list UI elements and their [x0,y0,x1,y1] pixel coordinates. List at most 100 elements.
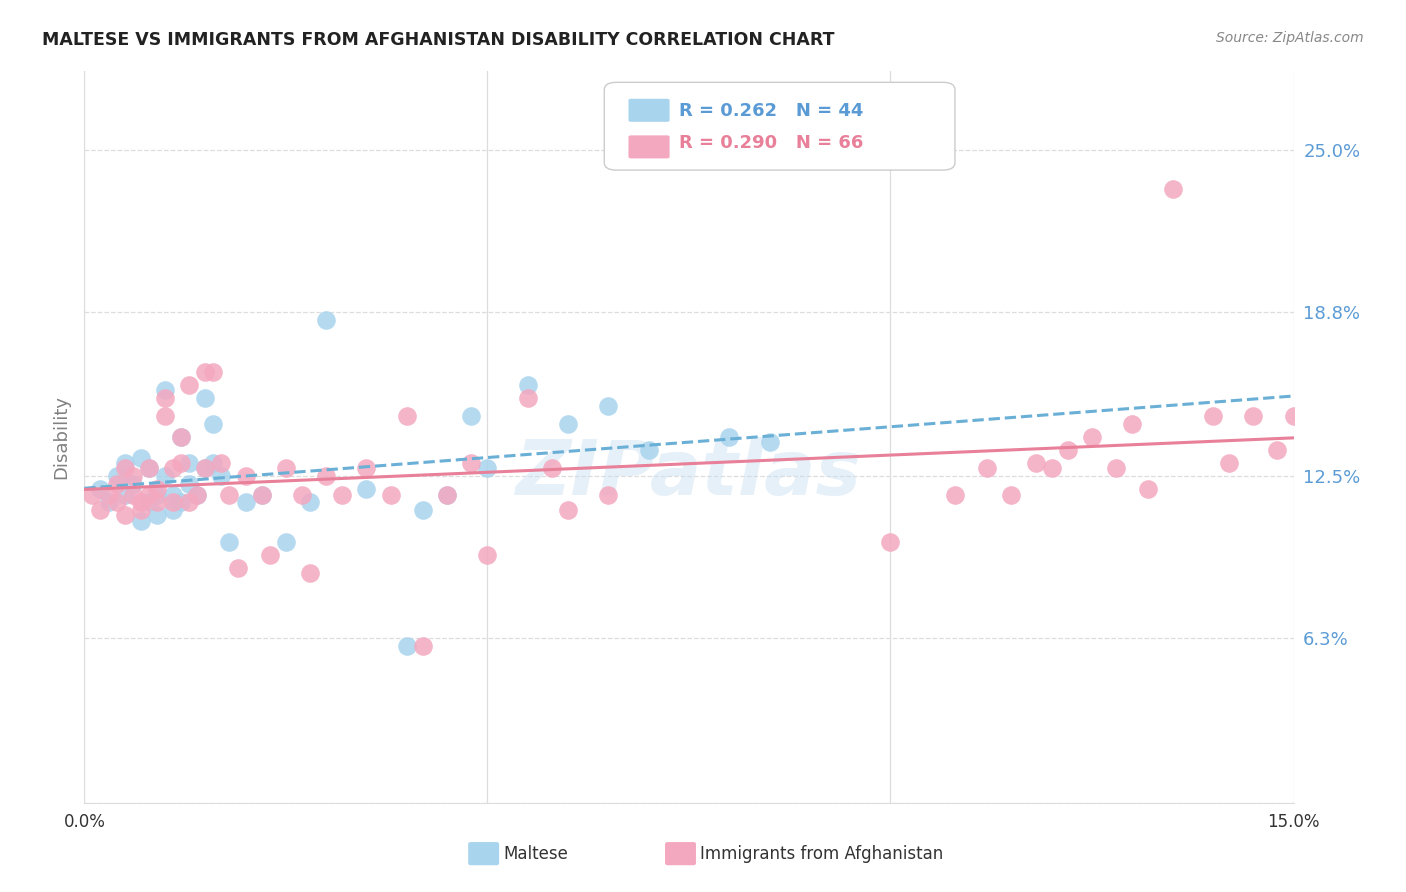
Point [1105,461,1128,475]
Point [105,469,128,483]
Point [250,487,273,501]
Point [209,469,232,483]
Point [186,487,208,501]
Point [758,435,780,450]
Point [637,443,659,458]
Point [291,487,314,501]
Point [218,534,240,549]
Point [274,534,297,549]
Point [412,639,434,653]
Point [1218,456,1240,470]
Point [380,487,402,501]
Text: R = 0.262   N = 44: R = 0.262 N = 44 [679,102,863,120]
FancyBboxPatch shape [628,99,669,122]
Point [97,495,120,509]
Point [129,503,152,517]
Point [718,430,741,444]
Point [541,461,564,475]
Point [202,365,225,379]
Point [943,487,966,501]
Point [299,495,322,509]
Point [1241,409,1264,424]
Point [330,487,353,501]
Point [129,450,152,465]
Point [89,483,111,497]
Point [138,487,160,501]
Point [315,469,337,483]
Point [976,461,998,475]
Point [179,456,201,470]
Y-axis label: Disability: Disability [52,395,70,479]
Point [121,487,143,501]
Point [1040,461,1063,475]
Point [395,639,418,653]
Point [114,456,136,470]
Point [194,391,217,405]
Point [1161,182,1184,196]
Point [460,409,482,424]
Point [105,477,128,491]
Text: R = 0.290   N = 66: R = 0.290 N = 66 [679,134,863,152]
Point [194,461,217,475]
Point [138,495,160,509]
Point [477,461,499,475]
Point [179,477,201,491]
Point [1056,443,1078,458]
Point [162,461,184,475]
Point [194,365,217,379]
Point [153,469,176,483]
Point [209,456,232,470]
Point [194,461,217,475]
Point [146,487,169,501]
Point [235,495,257,509]
Point [129,495,152,509]
Point [598,487,620,501]
Point [170,430,193,444]
Point [202,417,225,431]
Point [114,487,136,501]
Point [97,487,120,501]
Point [146,483,169,497]
Point [557,503,579,517]
Point [1000,487,1022,501]
Point [153,391,176,405]
Point [598,399,620,413]
Point [274,461,297,475]
Point [1137,483,1160,497]
Text: Immigrants from Afghanistan: Immigrants from Afghanistan [700,845,943,863]
Point [114,461,136,475]
Point [1025,456,1047,470]
Point [1202,409,1225,424]
Point [186,487,208,501]
Point [226,560,249,574]
Point [202,456,225,470]
Text: ZIPatlas: ZIPatlas [516,437,862,510]
Point [259,548,281,562]
Point [315,312,337,326]
Point [162,487,184,501]
Point [250,487,273,501]
Point [557,417,579,431]
Point [170,430,193,444]
Point [1282,409,1305,424]
Point [146,508,169,523]
Point [114,508,136,523]
Point [235,469,257,483]
Point [82,487,104,501]
Point [516,391,538,405]
Point [516,377,538,392]
Point [1121,417,1143,431]
Text: Maltese: Maltese [503,845,568,863]
Point [879,534,901,549]
FancyBboxPatch shape [628,136,669,159]
Point [356,461,378,475]
Point [170,495,193,509]
Point [162,495,184,509]
Point [146,495,169,509]
Point [436,487,458,501]
Point [129,514,152,528]
Point [153,409,176,424]
Point [356,483,378,497]
Point [138,461,160,475]
Point [299,566,322,580]
